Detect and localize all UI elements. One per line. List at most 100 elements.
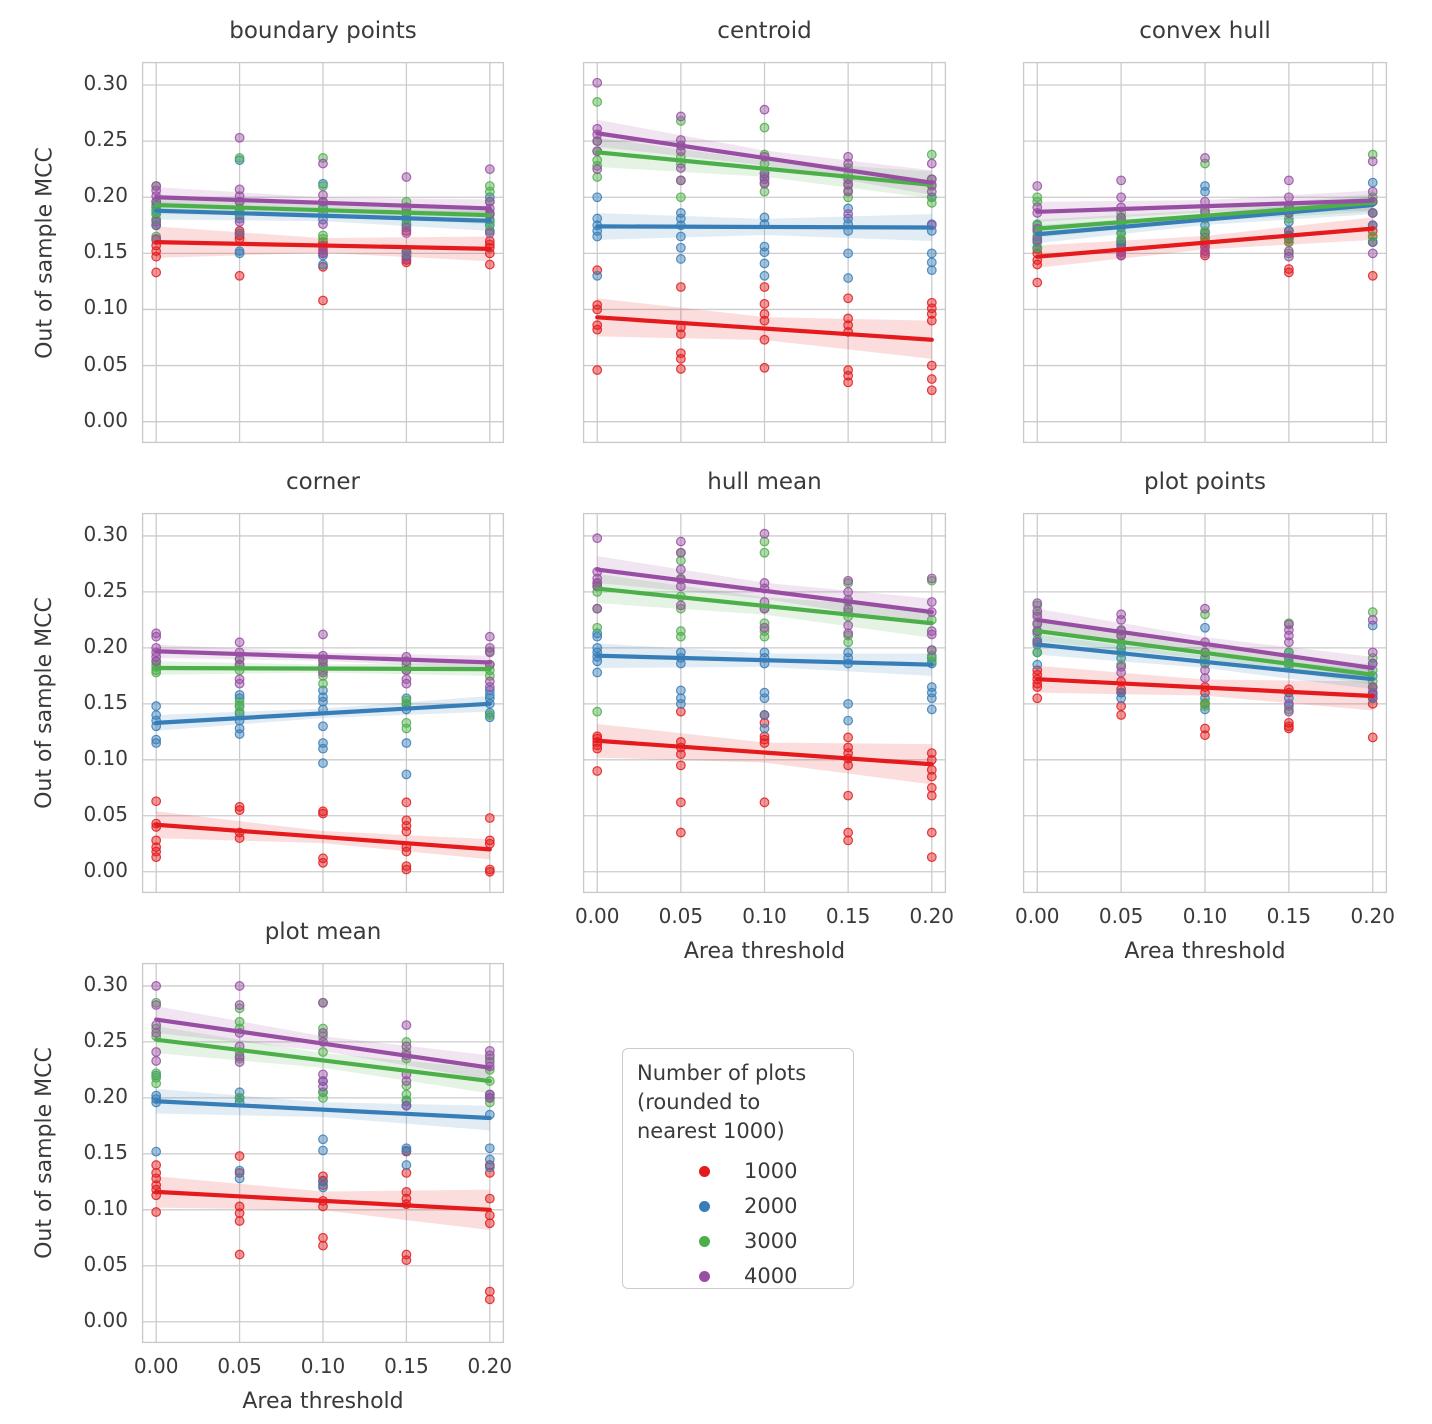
regression-line xyxy=(154,1099,492,1121)
y-tick-label: 0.05 xyxy=(83,801,128,826)
legend-entries: 1000 2000 3000 4000 xyxy=(637,1154,839,1294)
y-tick-label: 0.25 xyxy=(83,577,128,602)
y-tick-label: 0.15 xyxy=(83,689,128,714)
x-tick-label: 0.10 xyxy=(300,1354,346,1378)
subplot-canvas-convex-hull xyxy=(1022,61,1388,444)
scatter-points xyxy=(592,528,937,656)
y-tick-label: 0.15 xyxy=(83,1139,128,1164)
scatter-points xyxy=(151,1146,495,1305)
subplot-title: corner xyxy=(286,469,360,495)
legend-title-line: Number of plots xyxy=(637,1061,807,1085)
legend-dot-icon xyxy=(699,1235,710,1247)
regression-line xyxy=(595,224,934,230)
axes-border xyxy=(141,962,505,1344)
regression-line xyxy=(595,315,934,342)
subplot-canvas-boundary-points xyxy=(141,61,505,444)
x-tick-label: 0.10 xyxy=(1182,904,1228,928)
x-axis-label: Area threshold xyxy=(683,939,846,964)
legend-title-line: nearest 1000) xyxy=(637,1118,785,1143)
y-tick-label: 0.00 xyxy=(83,407,128,432)
axes-border xyxy=(582,61,947,444)
y-tick-label: 0.10 xyxy=(83,745,128,770)
legend-title: Number of plots (rounded to nearest 1000… xyxy=(637,1059,839,1146)
regression-line xyxy=(1035,617,1375,671)
legend-entry-3000: 3000 xyxy=(637,1224,839,1259)
regression-line xyxy=(1035,200,1375,231)
legend-entry-label: 4000 xyxy=(744,1264,798,1289)
y-tick-label: 0.25 xyxy=(83,1027,128,1052)
y-axis-label: Out of sample MCC xyxy=(32,597,57,809)
legend-title-line: (rounded to xyxy=(637,1089,761,1114)
x-tick-label: 0.10 xyxy=(742,904,787,928)
regression-line xyxy=(154,649,492,665)
subplot-title: plot points xyxy=(1143,469,1267,495)
regression-line xyxy=(1035,642,1375,682)
gridlines xyxy=(1023,513,1387,893)
axes-border xyxy=(1022,61,1388,444)
regression-line xyxy=(154,701,492,725)
subplot-title: plot mean xyxy=(264,919,382,945)
legend-dot-icon xyxy=(699,1165,710,1177)
subplot-canvas-plot-mean xyxy=(141,962,505,1344)
regression-line xyxy=(595,131,934,185)
y-tick-label: 0.00 xyxy=(83,857,128,882)
y-tick-label: 0.10 xyxy=(83,1195,128,1220)
regression-line xyxy=(595,567,934,615)
y-tick-label: 0.30 xyxy=(83,521,128,546)
legend-dot-icon xyxy=(699,1270,710,1282)
regression-line xyxy=(154,240,492,251)
x-tick-label: 0.05 xyxy=(658,904,704,928)
regression-line xyxy=(154,1017,492,1070)
regression-line xyxy=(595,738,934,767)
legend-entry-1000: 1000 xyxy=(637,1154,839,1189)
regression-line xyxy=(595,653,934,667)
regression-line xyxy=(595,150,934,187)
subplot-canvas-centroid xyxy=(582,61,947,444)
subplot-canvas-hull-mean xyxy=(582,512,947,894)
regression-line xyxy=(154,195,492,211)
y-axis-label: Out of sample MCC xyxy=(32,1047,57,1259)
axes-border xyxy=(582,512,947,894)
x-tick-label: 0.00 xyxy=(574,904,620,928)
subplot-title: hull mean xyxy=(707,469,822,495)
y-tick-label: 0.30 xyxy=(83,71,128,95)
regression-line xyxy=(1035,628,1375,677)
confidence-band xyxy=(156,1176,490,1230)
subplot-title: boundary points xyxy=(229,18,417,44)
y-tick-label: 0.20 xyxy=(83,633,128,658)
x-axis-label: Area threshold xyxy=(1124,939,1286,964)
x-tick-label: 0.20 xyxy=(909,904,955,928)
x-tick-label: 0.20 xyxy=(1350,904,1395,928)
axes-border xyxy=(141,512,505,894)
subplot-canvas-plot-points xyxy=(1022,512,1388,894)
subplot-title: convex hull xyxy=(1139,18,1271,44)
regression-line xyxy=(1035,677,1375,699)
subplot-title: centroid xyxy=(717,18,812,44)
regression-line xyxy=(154,665,492,672)
regression-line xyxy=(154,208,492,223)
y-axis-label: Out of sample MCC xyxy=(32,146,57,359)
x-tick-label: 0.00 xyxy=(133,1354,179,1378)
axes-border xyxy=(141,61,505,444)
regression-line xyxy=(1035,198,1375,214)
y-tick-label: 0.05 xyxy=(83,1251,128,1276)
y-tick-label: 0.25 xyxy=(83,127,128,152)
regression-line xyxy=(154,1189,492,1212)
regression-line xyxy=(595,586,934,626)
x-tick-label: 0.05 xyxy=(217,1354,262,1378)
y-tick-label: 0.20 xyxy=(83,183,128,208)
x-tick-label: 0.05 xyxy=(1098,904,1144,928)
regression-line xyxy=(154,822,492,852)
x-tick-label: 0.15 xyxy=(1266,904,1312,928)
y-tick-label: 0.30 xyxy=(83,971,128,996)
regression-line xyxy=(1035,226,1375,259)
y-tick-label: 0.10 xyxy=(83,295,128,320)
x-tick-label: 0.00 xyxy=(1014,904,1060,928)
legend-entry-label: 1000 xyxy=(744,1159,798,1184)
x-tick-label: 0.20 xyxy=(467,1354,513,1378)
legend-entry-2000: 2000 xyxy=(637,1189,839,1224)
regression-line xyxy=(154,202,492,218)
legend-entry-4000: 4000 xyxy=(637,1259,839,1294)
axes-border xyxy=(1022,512,1388,894)
